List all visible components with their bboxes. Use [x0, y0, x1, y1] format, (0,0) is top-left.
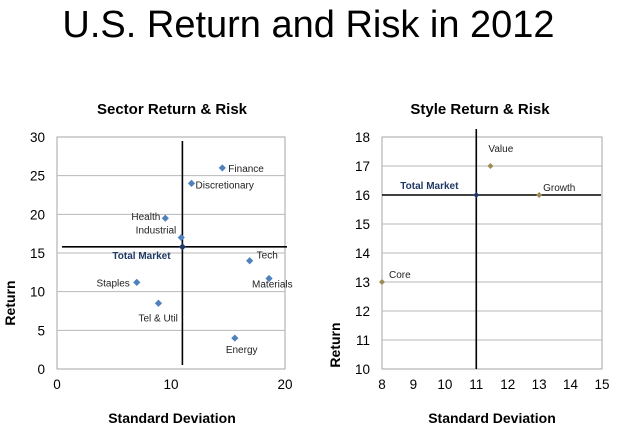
sector-y-axis-label: Return: [2, 280, 18, 325]
sector-point-label: Tel & Util: [138, 313, 177, 324]
style-chart: Style Return & Risk Standard Deviation R…: [327, 101, 610, 426]
style-chart-title: Style Return & Risk: [410, 101, 550, 118]
page-title: U.S. Return and Risk in 2012: [62, 4, 555, 46]
sector-point-label: Materials: [252, 280, 293, 291]
style-data-point: [379, 279, 385, 285]
sector-y-tick-label: 20: [30, 207, 45, 222]
sector-y-tick-label: 5: [37, 323, 45, 338]
style-point-label: Value: [488, 144, 513, 155]
style-y-tick-label: 10: [355, 362, 370, 377]
style-y-tick-label: 14: [355, 246, 371, 261]
style-x-tick-label: 9: [410, 377, 418, 392]
sector-y-tick-label: 10: [30, 285, 45, 300]
sector-x-axis-label: Standard Deviation: [108, 410, 236, 426]
style-x-tick-label: 13: [532, 377, 547, 392]
sector-point-label: Discretionary: [196, 180, 254, 191]
sector-point-label: Energy: [226, 345, 258, 356]
style-data-point: [536, 192, 543, 198]
style-y-tick-label: 13: [355, 275, 370, 290]
sector-point-label: Health: [131, 212, 160, 223]
sector-data-point: [177, 233, 185, 242]
style-x-tick-label: 8: [378, 377, 386, 392]
sector-data-point: [187, 179, 196, 187]
sector-y-tick-label: 25: [30, 169, 45, 184]
style-y-tick-label: 16: [355, 188, 370, 203]
sector-x-tick-label: 20: [277, 377, 292, 392]
sector-y-tick-label: 30: [30, 130, 45, 145]
sector-data-point: [154, 299, 163, 307]
style-y-tick-label: 12: [355, 304, 370, 319]
sector-chart-panel: Sector Return & Risk Standard Deviation …: [0, 90, 310, 440]
style-y-tick-label: 18: [355, 130, 370, 145]
sector-x-tick-label: 10: [163, 377, 178, 392]
style-total-market-point: [473, 192, 480, 198]
style-x-tick-label: 10: [437, 377, 452, 392]
sector-data-point: [218, 164, 226, 172]
sector-point-label: Tech: [257, 251, 278, 262]
style-chart-panel: Style Return & Risk Standard Deviation R…: [310, 90, 617, 440]
style-y-tick-label: 11: [356, 333, 370, 348]
style-x-tick-label: 12: [500, 377, 515, 392]
style-total-market-label: Total Market: [400, 181, 459, 192]
sector-point-label: Staples: [96, 278, 129, 289]
sector-point-label: Industrial: [136, 226, 177, 237]
sector-chart-title: Sector Return & Risk: [97, 101, 248, 118]
style-point-label: Core: [389, 270, 411, 281]
sector-y-tick-label: 0: [37, 362, 45, 377]
sector-point-label: Finance: [228, 164, 264, 175]
sector-total-market-label: Total Market: [112, 251, 171, 262]
sector-x-tick-label: 0: [53, 377, 61, 392]
sector-data-point: [161, 214, 169, 222]
style-point-label: Growth: [543, 183, 575, 194]
sector-y-tick-label: 15: [30, 246, 45, 261]
sector-data-point: [231, 334, 239, 342]
style-x-axis-label: Standard Deviation: [428, 410, 556, 426]
style-x-tick-label: 11: [469, 377, 483, 392]
style-y-tick-label: 15: [355, 217, 370, 232]
sector-data-point: [265, 274, 273, 283]
style-x-tick-label: 15: [594, 377, 609, 392]
sector-chart: Sector Return & Risk Standard Deviation …: [2, 101, 293, 426]
style-y-axis-label: Return: [327, 322, 343, 367]
sector-data-point: [246, 257, 254, 265]
sector-total-market-point: [178, 243, 186, 251]
sector-data-point: [133, 278, 141, 286]
style-x-tick-label: 14: [563, 377, 579, 392]
style-y-tick-label: 17: [355, 159, 370, 174]
style-data-point: [487, 163, 494, 169]
